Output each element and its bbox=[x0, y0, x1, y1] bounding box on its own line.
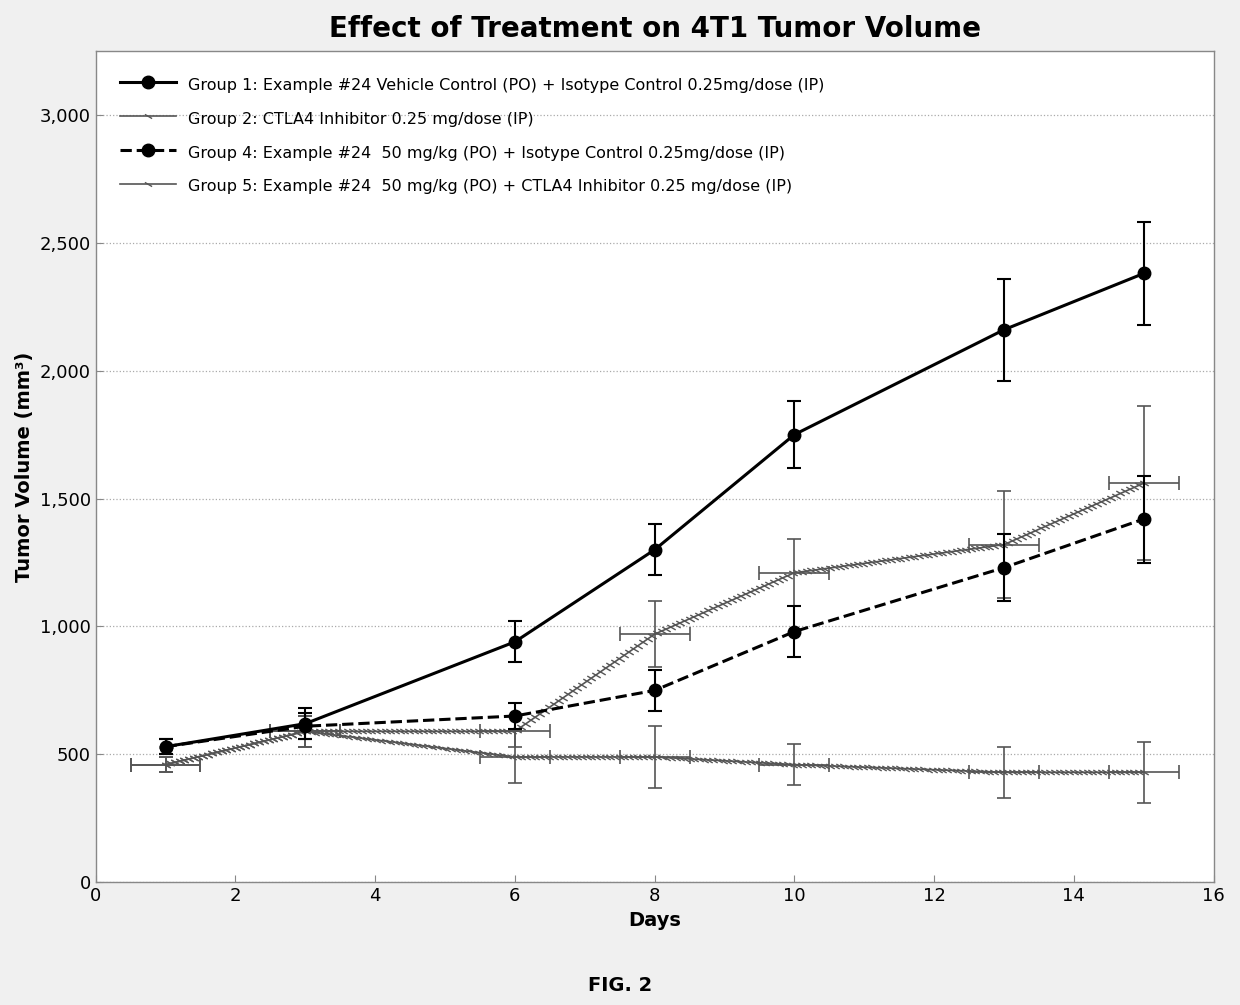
Legend: Group 1: Example #24 Vehicle Control (PO) + Isotype Control 0.25mg/dose (IP), Gr: Group 1: Example #24 Vehicle Control (PO… bbox=[104, 59, 841, 212]
X-axis label: Days: Days bbox=[629, 911, 681, 930]
Text: FIG. 2: FIG. 2 bbox=[588, 976, 652, 995]
Title: Effect of Treatment on 4T1 Tumor Volume: Effect of Treatment on 4T1 Tumor Volume bbox=[329, 15, 981, 43]
Y-axis label: Tumor Volume (mm³): Tumor Volume (mm³) bbox=[15, 352, 33, 582]
